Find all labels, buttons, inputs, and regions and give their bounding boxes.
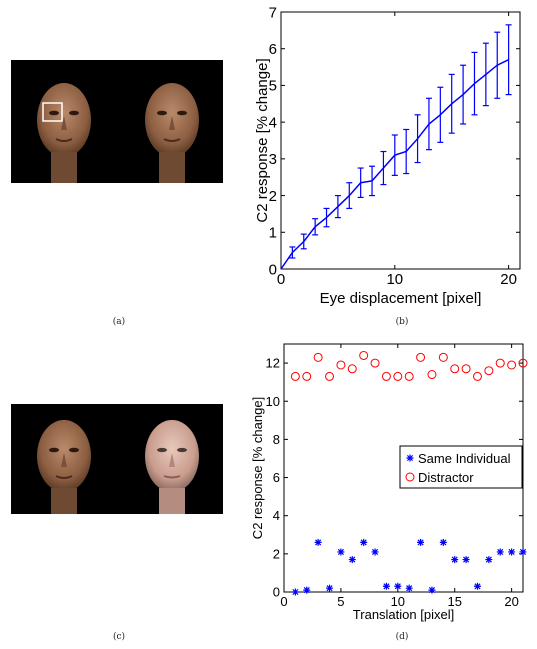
- distractor-marker: [381, 371, 391, 381]
- x-tick-label: 5: [337, 594, 344, 609]
- distractor-marker: [313, 352, 323, 362]
- y-tick-label: 0: [273, 585, 280, 600]
- y-tick-label: 2: [273, 546, 280, 561]
- y-tick-label: 5: [269, 78, 277, 95]
- same-individual-marker: [303, 586, 311, 594]
- chart-translation: 0 5 10 15 20 0 2 4 6 8 10 12 Translation [pixel] C2 r…: [250, 343, 528, 622]
- face-right-distractor-c: [145, 420, 199, 514]
- face-image-pair-a: [11, 60, 223, 183]
- distractor-marker: [416, 352, 426, 362]
- distractor-marker: [461, 364, 471, 374]
- same-individual-marker: [348, 556, 356, 564]
- face-right-a: [145, 83, 199, 183]
- distractor-marker: [393, 371, 403, 381]
- same-individual-marker: [462, 556, 470, 564]
- distractor-marker: [405, 472, 415, 482]
- y-tick-label: 3: [269, 151, 277, 168]
- caption-b: (b): [395, 317, 409, 327]
- distractor-marker: [438, 352, 448, 362]
- distractor-marker: [404, 371, 414, 381]
- same-individual-marker: [496, 548, 504, 556]
- caption-a: (a): [112, 317, 126, 327]
- same-individual-marker: [451, 556, 459, 564]
- distractor-marker: [518, 358, 528, 368]
- y-tick-label: 1: [269, 225, 277, 242]
- same-individual-marker: [405, 584, 413, 592]
- y-axis-label: C2 response [% change]: [250, 397, 265, 539]
- same-individual-marker: [473, 582, 481, 590]
- face-left-a: [37, 83, 91, 183]
- y-tick-label: 8: [273, 432, 280, 447]
- same-individual-marker: [508, 548, 516, 556]
- x-tick-label: 10: [391, 594, 405, 609]
- x-axis-label: Translation [pixel]: [353, 607, 454, 622]
- faces-svg-a: [37, 83, 199, 183]
- x-tick-label: 20: [504, 594, 518, 609]
- same-individual-marker: [382, 582, 390, 590]
- same-individual-marker: [291, 588, 299, 596]
- distractor-marker: [427, 370, 437, 380]
- plot-frame: [283, 343, 524, 593]
- x-axis-label: Eye displacement [pixel]: [320, 290, 482, 307]
- legend-label: Same Individual: [418, 451, 511, 466]
- y-tick-label: 4: [269, 114, 277, 131]
- plot-frame: [280, 11, 521, 270]
- same-individual-marker: [439, 538, 447, 546]
- distractor-marker: [370, 358, 380, 368]
- distractor-marker: [325, 371, 335, 381]
- same-individual-marker: [485, 556, 493, 564]
- same-individual-marker: [519, 548, 527, 556]
- distractor-marker: [507, 360, 517, 370]
- x-tick-label: 0: [280, 594, 287, 609]
- same-individual-marker: [371, 548, 379, 556]
- caption-d: (d): [395, 632, 409, 642]
- legend-label: Distractor: [418, 470, 474, 485]
- same-individual-marker: [417, 538, 425, 546]
- distractor-marker: [302, 371, 312, 381]
- chart-eye-displacement: 0 10 20 0 1 2 3 4 5 6 7 Eye displacement [pixel] C2 …: [254, 4, 521, 307]
- same-individual-marker: [406, 454, 414, 462]
- same-individual-marker: [428, 586, 436, 594]
- same-individual-marker: [394, 582, 402, 590]
- face-image-pair-c: [11, 404, 223, 514]
- distractor-marker: [290, 371, 300, 381]
- distractor-marker: [472, 371, 482, 381]
- x-tick-label: 15: [447, 594, 461, 609]
- y-tick-label: 6: [269, 41, 277, 58]
- same-individual-marker: [326, 584, 334, 592]
- distractor-marker: [336, 360, 346, 370]
- y-tick-label: 6: [273, 470, 280, 485]
- distractor-marker: [359, 350, 369, 360]
- y-tick-label: 4: [273, 508, 280, 523]
- x-tick-label: 20: [500, 271, 517, 288]
- same-individual-marker: [314, 538, 322, 546]
- y-tick-label: 10: [266, 394, 280, 409]
- y-axis-label: C2 response [% change]: [254, 58, 271, 222]
- distractor-marker: [484, 366, 494, 376]
- distractor-marker: [347, 364, 357, 374]
- distractor-marker: [450, 364, 460, 374]
- y-tick-label: 7: [269, 4, 277, 21]
- same-individual-marker: [337, 548, 345, 556]
- eye-box: [42, 102, 63, 122]
- faces-svg-c: [37, 420, 199, 514]
- caption-c: (c): [112, 632, 126, 642]
- face-left-c: [37, 420, 91, 514]
- y-tick-label: 0: [269, 261, 277, 278]
- y-tick-label: 2: [269, 188, 277, 205]
- x-tick-label: 10: [386, 271, 403, 288]
- distractor-marker: [495, 358, 505, 368]
- y-tick-label: 12: [266, 356, 280, 371]
- x-tick-label: 0: [277, 271, 285, 288]
- same-individual-marker: [360, 538, 368, 546]
- legend-box: [399, 445, 523, 489]
